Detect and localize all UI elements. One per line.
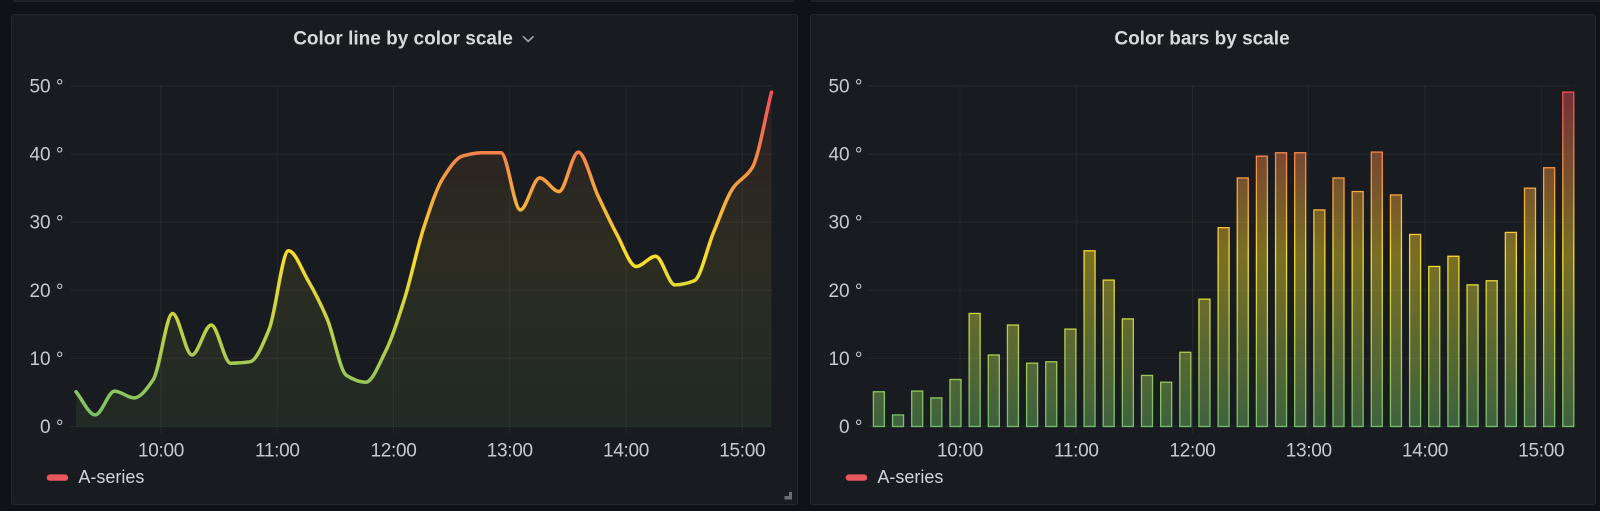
svg-text:10:00: 10:00 [936, 440, 982, 461]
svg-text:10 °: 10 ° [29, 348, 63, 369]
svg-text:10:00: 10:00 [138, 440, 184, 461]
svg-text:15:00: 15:00 [1518, 440, 1564, 461]
svg-text:A-series: A-series [877, 467, 943, 487]
svg-text:20 °: 20 ° [29, 280, 63, 301]
svg-text:20 °: 20 ° [828, 280, 862, 301]
svg-text:12:00: 12:00 [1169, 440, 1215, 461]
svg-text:11:00: 11:00 [1053, 440, 1098, 461]
svg-text:12:00: 12:00 [370, 440, 416, 461]
svg-text:A-series: A-series [78, 467, 144, 487]
svg-text:14:00: 14:00 [603, 440, 649, 461]
svg-text:13:00: 13:00 [1285, 440, 1331, 461]
svg-text:30 °: 30 ° [828, 212, 862, 233]
svg-text:10 °: 10 ° [828, 348, 862, 369]
svg-text:15:00: 15:00 [719, 440, 765, 461]
svg-text:0 °: 0 ° [40, 417, 63, 438]
svg-text:50 °: 50 ° [828, 76, 862, 97]
svg-text:Color line by color scale: Color line by color scale [293, 28, 513, 49]
svg-text:0 °: 0 ° [839, 417, 862, 438]
svg-text:13:00: 13:00 [487, 440, 533, 461]
svg-text:Color bars by scale: Color bars by scale [1114, 28, 1289, 49]
svg-text:11:00: 11:00 [255, 440, 300, 461]
svg-text:50 °: 50 ° [29, 76, 63, 97]
svg-text:14:00: 14:00 [1401, 440, 1447, 461]
svg-text:30 °: 30 ° [29, 212, 63, 233]
svg-text:40 °: 40 ° [828, 144, 862, 165]
svg-text:40 °: 40 ° [29, 144, 63, 165]
